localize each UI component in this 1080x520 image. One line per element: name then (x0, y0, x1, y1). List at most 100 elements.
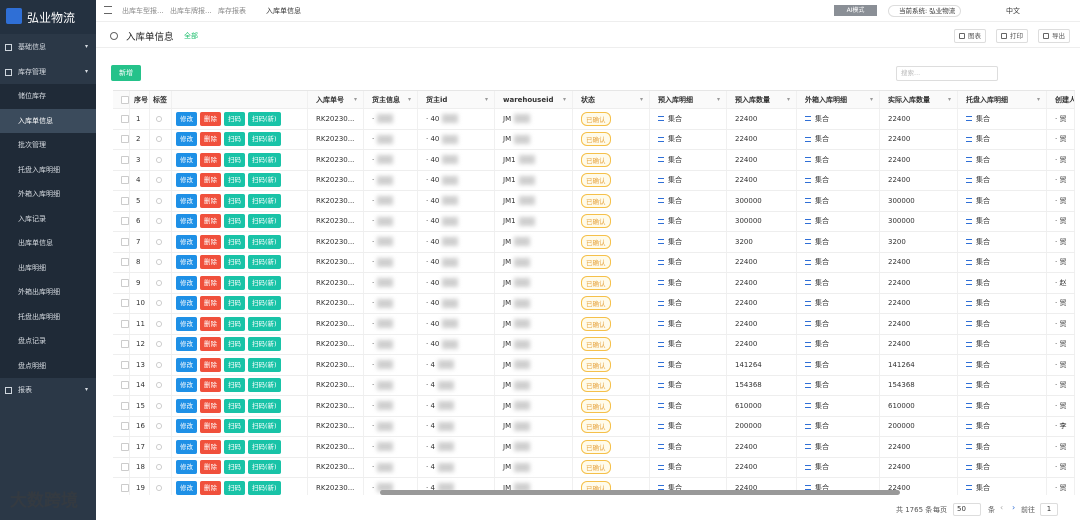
action-button[interactable]: 扫码(新) (248, 378, 281, 393)
detail-link[interactable]: 集合 (976, 258, 990, 267)
detail-link[interactable]: 集合 (815, 463, 829, 472)
breadcrumb[interactable]: 入库单信息 (266, 7, 301, 15)
action-button[interactable]: 删除 (200, 173, 221, 188)
system[interactable]: 当前系统: 弘业物流 (888, 5, 962, 17)
header-filter-arrow[interactable]: ▾ (786, 96, 790, 103)
action-button[interactable]: 扫码 (224, 132, 245, 147)
menu-item[interactable]: 基础信息 ▾ (0, 35, 96, 60)
action-button[interactable]: 删除 (200, 419, 221, 434)
page-size[interactable]: 50 (953, 503, 981, 516)
action-button[interactable]: 扫码 (224, 480, 245, 495)
detail-link[interactable]: 集合 (668, 278, 682, 287)
checkbox[interactable] (121, 483, 129, 492)
detail-link[interactable]: 集合 (976, 135, 990, 144)
checkbox[interactable] (121, 381, 129, 390)
checkbox[interactable] (121, 463, 129, 472)
action-button[interactable]: 删除 (200, 480, 221, 495)
action-button[interactable]: 修改 (176, 316, 197, 331)
action-button[interactable]: 扫码(新) (248, 152, 281, 167)
language[interactable]: 中文 (1006, 7, 1020, 15)
action-button[interactable]: 删除 (200, 193, 221, 208)
detail-link[interactable]: 集合 (815, 340, 829, 349)
action-button[interactable]: 扫码(新) (248, 419, 281, 434)
action-button[interactable]: 修改 (176, 398, 197, 413)
action-button[interactable]: 扫码(新) (248, 460, 281, 475)
action-button[interactable]: 删除 (200, 214, 221, 229)
header-filter-arrow[interactable]: ▾ (947, 96, 951, 103)
menu-toggle[interactable] (104, 6, 112, 14)
action-button[interactable]: 扫码 (224, 357, 245, 372)
action-button[interactable]: 扫码 (224, 152, 245, 167)
scrollbar[interactable] (380, 490, 900, 495)
action-button[interactable]: 修改 (176, 378, 197, 393)
detail-link[interactable]: 集合 (668, 360, 682, 369)
submenu-item[interactable]: 盘点明细 (0, 353, 96, 378)
submenu-item[interactable]: 入库单信息 (0, 108, 96, 133)
detail-link[interactable]: 集合 (815, 422, 829, 431)
action-button[interactable]: 扫码(新) (248, 398, 281, 413)
detail-link[interactable]: 集合 (815, 217, 829, 226)
detail-link[interactable]: 集合 (815, 176, 829, 185)
detail-link[interactable]: 集合 (815, 155, 829, 164)
header-filter-arrow[interactable]: ▾ (639, 96, 643, 103)
action-button[interactable]: 删除 (200, 132, 221, 147)
action-button[interactable]: 扫码(新) (248, 255, 281, 270)
checkbox[interactable] (121, 237, 129, 246)
header-filter-arrow[interactable]: ▾ (353, 96, 357, 103)
checkbox[interactable] (121, 258, 129, 267)
detail-link[interactable]: 集合 (668, 442, 682, 451)
header-button[interactable]: 打印 (996, 29, 1028, 43)
action-button[interactable]: 扫码(新) (248, 480, 281, 495)
detail-link[interactable]: 集合 (976, 217, 990, 226)
action-button[interactable]: 扫码 (224, 439, 245, 454)
detail-link[interactable]: 集合 (668, 258, 682, 267)
detail-link[interactable]: 集合 (976, 422, 990, 431)
action-button[interactable]: 扫码(新) (248, 111, 281, 126)
detail-link[interactable]: 集合 (668, 401, 682, 410)
checkbox[interactable] (121, 114, 129, 123)
checkbox[interactable] (121, 360, 129, 369)
header-filter-arrow[interactable]: ▾ (407, 96, 411, 103)
header-filter-arrow[interactable]: ▾ (562, 96, 566, 103)
action-button[interactable]: 扫码(新) (248, 316, 281, 331)
detail-link[interactable]: 集合 (668, 299, 682, 308)
action-button[interactable]: 删除 (200, 460, 221, 475)
checkbox[interactable] (121, 155, 129, 164)
action-button[interactable]: 扫码 (224, 234, 245, 249)
action-button[interactable]: 修改 (176, 173, 197, 188)
action-button[interactable]: 扫码(新) (248, 296, 281, 311)
detail-link[interactable]: 集合 (976, 299, 990, 308)
action-button[interactable]: 修改 (176, 111, 197, 126)
detail-link[interactable]: 集合 (815, 401, 829, 410)
breadcrumb[interactable]: 出库车型报... (122, 7, 164, 15)
submenu-item[interactable]: 托盘入库明细 (0, 157, 96, 182)
detail-link[interactable]: 集合 (976, 463, 990, 472)
checkbox[interactable] (121, 340, 129, 349)
detail-link[interactable]: 集合 (668, 483, 682, 492)
action-button[interactable]: 删除 (200, 152, 221, 167)
checkbox[interactable] (121, 196, 129, 205)
detail-link[interactable]: 集合 (668, 463, 682, 472)
checkbox[interactable] (121, 135, 129, 144)
detail-link[interactable]: 集合 (815, 319, 829, 328)
action-button[interactable]: 扫码 (224, 275, 245, 290)
detail-link[interactable]: 集合 (815, 258, 829, 267)
checkbox[interactable] (121, 319, 129, 328)
detail-link[interactable]: 集合 (815, 135, 829, 144)
action-button[interactable]: 删除 (200, 439, 221, 454)
detail-link[interactable]: 集合 (668, 319, 682, 328)
action-button[interactable]: 扫码(新) (248, 193, 281, 208)
checkbox[interactable] (121, 176, 129, 185)
action-button[interactable]: 扫码(新) (248, 132, 281, 147)
checkbox[interactable] (121, 401, 129, 410)
detail-link[interactable]: 集合 (976, 319, 990, 328)
action-button[interactable]: 扫码(新) (248, 173, 281, 188)
action-button[interactable]: 扫码 (224, 460, 245, 475)
checkbox[interactable] (121, 95, 129, 104)
action-button[interactable]: 扫码 (224, 337, 245, 352)
header-button[interactable]: 导出 (1038, 29, 1070, 43)
detail-link[interactable]: 集合 (976, 237, 990, 246)
action-button[interactable]: 删除 (200, 316, 221, 331)
header-filter-arrow[interactable]: ▾ (869, 96, 873, 103)
checkbox[interactable] (121, 278, 129, 287)
